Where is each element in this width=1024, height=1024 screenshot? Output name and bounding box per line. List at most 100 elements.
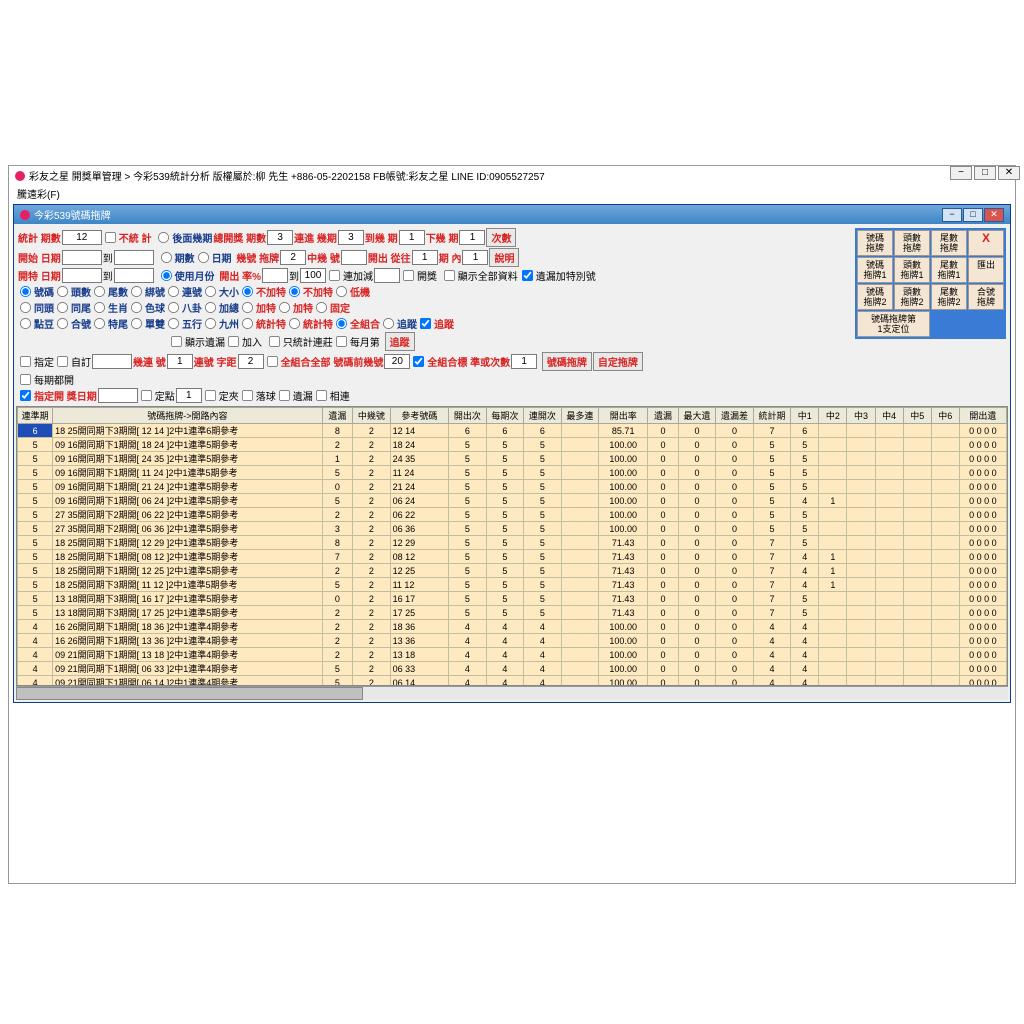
opt-radio[interactable] <box>242 318 253 329</box>
no-stat-check[interactable] <box>105 232 116 243</box>
opt-radio[interactable] <box>242 286 253 297</box>
table-row[interactable]: 527 35開同期下2期開[ 06 36 ]2中1連準5期參考3206 3655… <box>18 522 1007 536</box>
opt-radio[interactable] <box>94 286 105 297</box>
miss-opt-check[interactable] <box>279 390 290 401</box>
col-header[interactable]: 開出遺 <box>959 408 1006 424</box>
set-periods-input[interactable] <box>338 230 364 245</box>
col-header[interactable]: 中5 <box>903 408 931 424</box>
opt-radio[interactable] <box>205 318 216 329</box>
col-header[interactable]: 連開次 <box>524 408 561 424</box>
pct-from[interactable] <box>262 268 288 283</box>
special-to[interactable] <box>114 268 154 283</box>
outer-close[interactable]: ✕ <box>998 166 1020 180</box>
add-sub-input[interactable] <box>374 268 400 283</box>
start-date-to[interactable] <box>114 250 154 265</box>
table-row[interactable]: 409 21開同期下1期開[ 06 33 ]2中1連準4期參考5206 3344… <box>18 662 1007 676</box>
total-periods-input[interactable] <box>267 230 293 245</box>
table-row[interactable]: 416 26開同期下1期開[ 18 36 ]2中1連準4期參考2218 3644… <box>18 620 1007 634</box>
opt-radio[interactable] <box>168 318 179 329</box>
col-header[interactable]: 號碼拖牌->開路內容 <box>53 408 323 424</box>
col-header[interactable]: 最大遺 <box>678 408 715 424</box>
spec-open-check[interactable] <box>20 390 31 401</box>
custom-input[interactable] <box>92 354 132 369</box>
opt-radio[interactable] <box>168 302 179 313</box>
table-row[interactable]: 409 21開同期下1期開[ 13 18 ]2中1連準4期參考2213 1844… <box>18 648 1007 662</box>
col-header[interactable]: 參考號碼 <box>390 408 449 424</box>
period-in-input[interactable] <box>462 250 488 265</box>
fixed-pt-input[interactable] <box>176 388 202 403</box>
draw-num-input[interactable] <box>280 250 306 265</box>
special-from[interactable] <box>62 268 102 283</box>
table-row[interactable]: 509 16開同期下1期開[ 06 24 ]2中1連準5期參考5206 2455… <box>18 494 1007 508</box>
col-header[interactable]: 中1 <box>791 408 819 424</box>
scrollbar-thumb[interactable] <box>16 687 363 700</box>
show-all-check[interactable] <box>444 270 455 281</box>
combo-mark-input[interactable] <box>511 354 537 369</box>
track-check[interactable] <box>420 318 431 329</box>
explain-button[interactable]: 說明 <box>489 248 519 267</box>
table-row[interactable]: 513 18開同期下3期開[ 17 25 ]2中1連準5期參考2217 2555… <box>18 606 1007 620</box>
grid-button-9[interactable]: 頭數 拖牌2 <box>894 284 930 310</box>
opt-radio[interactable] <box>94 318 105 329</box>
mid-n-input[interactable] <box>341 250 367 265</box>
col-header[interactable]: 中4 <box>875 408 903 424</box>
table-row[interactable]: 527 35開同期下2期開[ 06 22 ]2中1連準5期參考2206 2255… <box>18 508 1007 522</box>
table-row[interactable]: 509 16開同期下1期開[ 18 24 ]2中1連準5期參考2218 2455… <box>18 438 1007 452</box>
opt-radio[interactable] <box>20 318 31 329</box>
opt-radio[interactable] <box>57 318 68 329</box>
col-header[interactable]: 中2 <box>819 408 847 424</box>
drag-button[interactable]: 號碼拖牌 <box>542 352 592 371</box>
miss-special-check[interactable] <box>522 270 533 281</box>
per-period-check[interactable] <box>20 374 31 385</box>
col-header[interactable]: 遺漏差 <box>716 408 753 424</box>
data-table[interactable]: 連準期號碼拖牌->開路內容遺漏中幾號參考號碼開出次每期次連開次最多連開出率遺漏最… <box>17 407 1007 686</box>
opt-radio[interactable] <box>94 302 105 313</box>
opt-radio[interactable] <box>279 302 290 313</box>
grid-button-5[interactable]: 頭數 拖牌1 <box>894 257 930 283</box>
col-header[interactable]: 中6 <box>931 408 959 424</box>
custom-check[interactable] <box>57 356 68 367</box>
grid-button-7[interactable]: 匯出 <box>968 257 1004 283</box>
track-button[interactable]: 追蹤 <box>385 332 415 351</box>
grid-button-10[interactable]: 尾數 拖牌2 <box>931 284 967 310</box>
fixed-clip-check[interactable] <box>205 390 216 401</box>
specify-check[interactable] <box>20 356 31 367</box>
stat-periods-input[interactable] <box>62 230 102 245</box>
table-row[interactable]: 509 16開同期下1期開[ 24 35 ]2中1連準5期參考1224 3555… <box>18 452 1007 466</box>
table-row[interactable]: 518 25開同期下1期開[ 12 25 ]2中1連準5期參考2212 2555… <box>18 564 1007 578</box>
menu-bar[interactable]: 騰遠彩(F) <box>9 185 1015 202</box>
opt-radio[interactable] <box>383 318 394 329</box>
grid-button-6[interactable]: 尾數 拖牌1 <box>931 257 967 283</box>
show-miss-check[interactable] <box>171 336 182 347</box>
col-header[interactable]: 每期次 <box>486 408 523 424</box>
add-in-check[interactable] <box>228 336 239 347</box>
table-row[interactable]: 509 16開同期下1期開[ 11 24 ]2中1連準5期參考5211 2455… <box>18 466 1007 480</box>
table-row[interactable]: 518 25開同期下1期開[ 12 29 ]2中1連準5期參考8212 2955… <box>18 536 1007 550</box>
fixed-pt-check[interactable] <box>141 390 152 401</box>
add-sub-check[interactable] <box>329 270 340 281</box>
chain-input[interactable] <box>167 354 193 369</box>
times-button[interactable]: 次數 <box>486 228 516 247</box>
opt-radio[interactable] <box>168 286 179 297</box>
col-header[interactable]: 開出率 <box>599 408 648 424</box>
use-month-radio[interactable] <box>161 270 172 281</box>
from-input[interactable] <box>412 250 438 265</box>
opt-radio[interactable] <box>131 302 142 313</box>
table-row[interactable]: 518 25開同期下1期開[ 08 12 ]2中1連準5期參考7208 1255… <box>18 550 1007 564</box>
opt-radio[interactable] <box>57 302 68 313</box>
col-header[interactable]: 中幾號 <box>353 408 390 424</box>
grid-button-1[interactable]: 頭數 拖牌 <box>894 230 930 256</box>
opt-radio[interactable] <box>131 318 142 329</box>
back-periods-radio[interactable] <box>158 232 169 243</box>
opt-radio[interactable] <box>205 286 216 297</box>
spec-open-input[interactable] <box>98 388 138 403</box>
opt-radio[interactable] <box>20 286 31 297</box>
only-consec-check[interactable] <box>269 336 280 347</box>
col-header[interactable]: 最多連 <box>561 408 598 424</box>
opt-radio[interactable] <box>316 302 327 313</box>
col-header[interactable]: 開出次 <box>449 408 486 424</box>
col-header[interactable]: 統計期 <box>753 408 790 424</box>
col-header[interactable]: 遺漏 <box>648 408 678 424</box>
draw-award-check[interactable] <box>403 270 414 281</box>
table-row[interactable]: 409 21開同期下1期開[ 06 14 ]2中1連準4期參考5206 1444… <box>18 676 1007 687</box>
